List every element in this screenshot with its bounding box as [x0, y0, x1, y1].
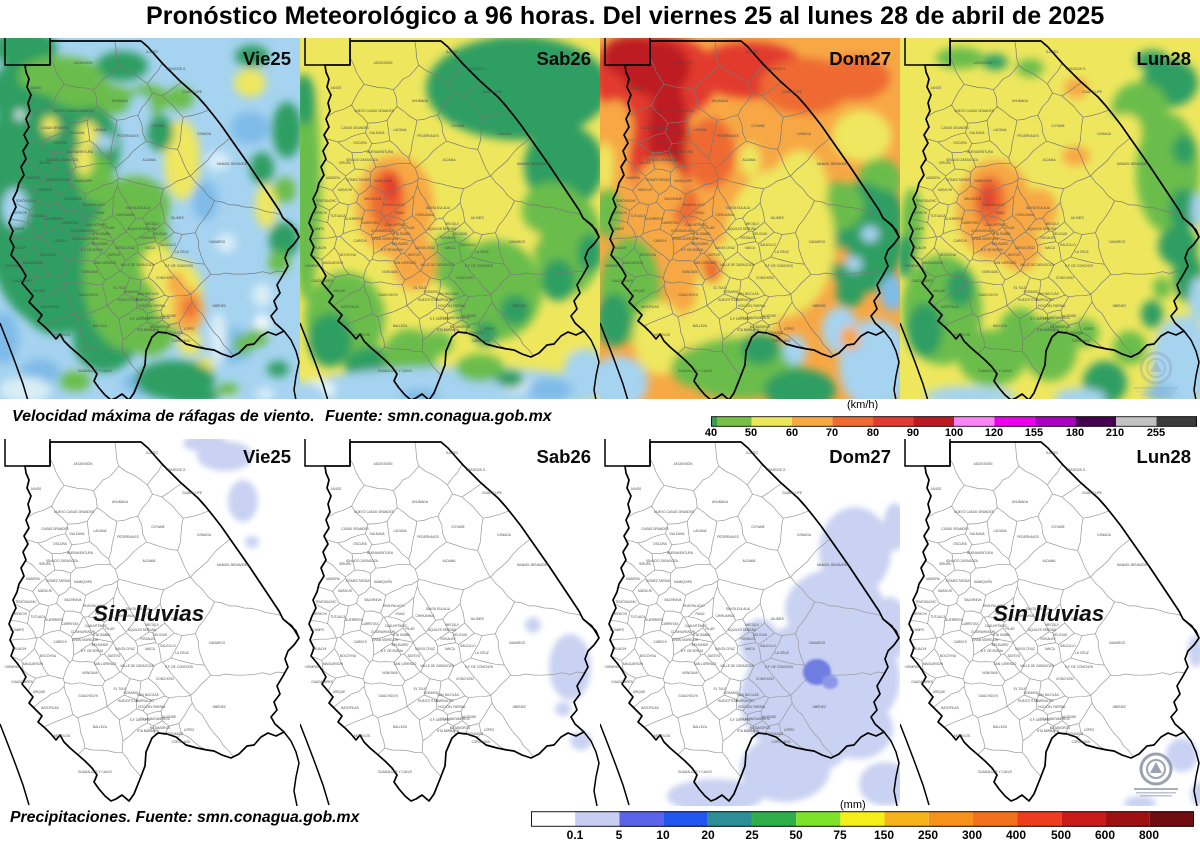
svg-text:Sin lluvias: Sin lluvias: [93, 601, 204, 626]
svg-text:Sab26: Sab26: [536, 48, 591, 69]
svg-text:Dom27: Dom27: [829, 48, 891, 69]
svg-text:Sab26: Sab26: [536, 446, 591, 467]
svg-text:Vie25: Vie25: [243, 48, 291, 69]
svg-text:Lun28: Lun28: [1137, 446, 1191, 467]
svg-text:Lun28: Lun28: [1137, 48, 1191, 69]
svg-text:Vie25: Vie25: [243, 446, 291, 467]
svg-text:Sin lluvias: Sin lluvias: [993, 601, 1104, 626]
svg-text:Dom27: Dom27: [829, 446, 891, 467]
